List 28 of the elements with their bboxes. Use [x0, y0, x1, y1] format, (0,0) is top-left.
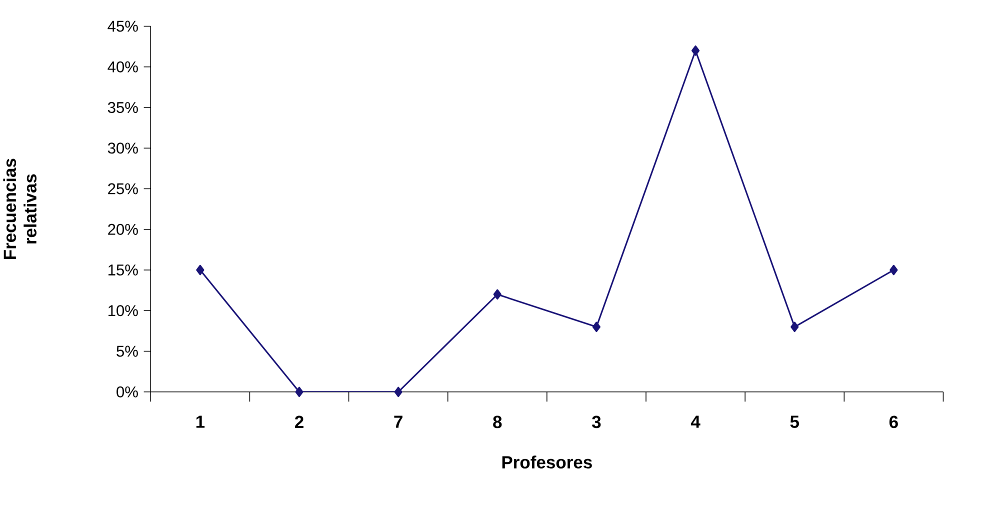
point: [790, 322, 799, 332]
y-tick-label: 15%: [108, 264, 138, 276]
point: [493, 289, 502, 300]
x-tick-label: 4: [690, 416, 700, 428]
y-tick-label: 0%: [116, 386, 138, 398]
x-tick-label: 5: [790, 416, 799, 428]
point: [691, 45, 700, 56]
x-tick-label: 6: [889, 416, 898, 428]
x-axis-title: Profesores: [502, 455, 592, 468]
x-tick-label: 7: [394, 416, 402, 428]
x-tick-label: 2: [294, 416, 304, 428]
y-tick-label: 40%: [108, 61, 138, 72]
x-tick-label: 3: [592, 416, 601, 428]
x-tick-label: 8: [493, 416, 502, 428]
y-tick-label: 30%: [108, 142, 138, 154]
point: [295, 386, 304, 397]
point: [196, 264, 204, 275]
point: [890, 264, 898, 275]
x-tick-label: 1: [196, 416, 205, 428]
y-tick-label: 35%: [108, 102, 138, 113]
point: [394, 386, 402, 397]
y-axis-title: Frecuencias relativas: [3, 158, 36, 259]
y-tick-label: 10%: [108, 304, 138, 316]
y-tick-label: 25%: [108, 183, 138, 194]
y-tick-label: 5%: [116, 346, 138, 357]
y-tick-label: 45%: [108, 20, 138, 32]
point: [592, 322, 601, 332]
y-tick-label: 20%: [108, 224, 138, 235]
